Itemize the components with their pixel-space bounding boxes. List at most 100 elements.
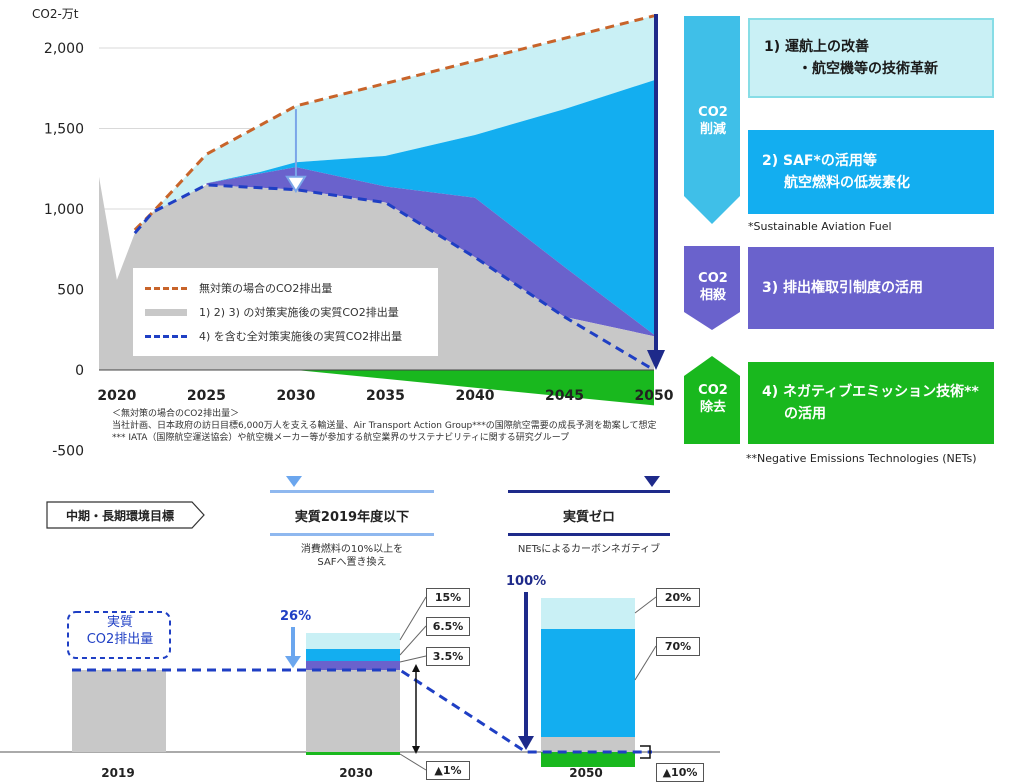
target-mid-bar-bottom [270, 533, 434, 536]
measure-3: 3) 排出権取引制度の活用 [748, 247, 994, 329]
x-tick-label: 2030 [276, 388, 315, 404]
category-label: 相殺 [699, 288, 726, 303]
note-iata: *** IATA（国際航空運送協会）や航空機メーカー等が参加する航空業界のサステ… [112, 433, 570, 443]
target-long-marker [644, 476, 660, 487]
target-long-bar-top [508, 490, 670, 493]
legend-swatch-navy [145, 334, 187, 338]
legend-label: 1) 2) 3) の対策実施後の実質CO2排出量 [199, 306, 399, 319]
category-remove: CO2 除去 [684, 382, 742, 416]
bracket-2050 [640, 745, 651, 759]
legend-swatch-gray [145, 308, 187, 316]
leader-line [634, 596, 657, 614]
pct-100: 100% [506, 574, 547, 589]
target-long-title: 実質ゼロ [562, 510, 615, 525]
chart-legend: 無対策の場合のCO2排出量 1) 2) 3) の対策実施後の実質CO2排出量 4… [133, 268, 438, 356]
bar-2030-ops [306, 633, 400, 649]
arrowhead-26 [285, 656, 301, 668]
measure-label: 航空燃料の低炭素化 [784, 175, 910, 191]
y-tick-label: 1,000 [44, 202, 84, 218]
category-reduce: CO2 削減 [684, 104, 742, 138]
bar-2050-removal [541, 752, 635, 767]
bar-2030-net [306, 670, 400, 752]
target-mid-marker [286, 476, 302, 487]
legend-item-measures-123: 1) 2) 3) の対策実施後の実質CO2排出量 [145, 304, 399, 320]
measure-label: の活用 [784, 406, 826, 422]
measure-label: ・航空機等の技術革新 [798, 61, 938, 77]
x-tick-label: 2020 [97, 388, 136, 404]
net-emission-label-line: CO2排出量 [86, 632, 154, 647]
pct-box-2030-2: 6.5% [426, 617, 470, 636]
bar-2050-net [541, 737, 635, 752]
x-tick-label: 2050 [635, 388, 674, 404]
bracket-2030-down [412, 746, 420, 754]
leader-line [399, 655, 427, 663]
year-2050: 2050 [569, 766, 603, 780]
measure-4: 4) ネガティブエミッション技術** の活用 [748, 362, 994, 444]
series-line-all-measures [133, 183, 655, 372]
net-emission-dashline [72, 668, 652, 754]
targets-label-text: 中期・長期環境目標 [65, 509, 174, 523]
leader-line [399, 625, 427, 656]
bar-2019 [72, 670, 166, 752]
year-2019: 2019 [101, 766, 135, 780]
series-line-no-measures [133, 14, 655, 231]
legend-item-all-measures: 4) を含む全対策実施後の実質CO2排出量 [145, 328, 402, 344]
bracket-2030-up [412, 664, 420, 672]
band-reduction-ops [134, 15, 654, 230]
band-removal [295, 370, 654, 406]
bar-2030-saf [306, 649, 400, 661]
category-arrow-offset [684, 246, 740, 330]
arrowhead-100 [518, 736, 534, 750]
legend-label: 無対策の場合のCO2排出量 [199, 282, 333, 295]
target-mid-sub-line: SAFへ置き換え [317, 557, 387, 568]
y-tick-label: 1,500 [44, 122, 84, 138]
y-axis-label: CO2-万t [32, 7, 79, 21]
y-tick-label: 500 [57, 283, 84, 299]
band-offset [206, 167, 654, 337]
target-mid-title: 実質2019年度以下 [294, 510, 410, 525]
measure-1: 1) 運航上の改善 ・航空機等の技術革新 [748, 18, 994, 98]
x-tick-label: 2045 [545, 388, 584, 404]
measure-label: 2) SAF*の活用等 [762, 153, 877, 169]
category-arrow-remove [684, 356, 740, 444]
pct-26: 26% [280, 609, 312, 624]
category-label: CO2 [698, 383, 728, 398]
footnote-nets: **Negative Emissions Technologies (NETs) [746, 452, 977, 465]
pct-box-2050-3: ▲10% [656, 763, 704, 782]
y-tick-label: 0 [75, 363, 84, 379]
pct-box-2030-1: 15% [426, 588, 470, 607]
target-long-sub: NETsによるカーボンネガティブ [517, 544, 661, 555]
x-tick-label: 2035 [366, 388, 405, 404]
pct-box-2050-2: 70% [656, 637, 700, 656]
measure-label: 4) ネガティブエミッション技術** [762, 384, 979, 400]
targets-chevron [46, 501, 205, 529]
footnote-saf: *Sustainable Aviation Fuel [748, 220, 892, 233]
leader-line [634, 645, 657, 681]
year-2030: 2030 [339, 766, 373, 780]
target-mid-sub-line: 消費燃料の10%以上を [300, 544, 404, 555]
target-mid-sub: 消費燃料の10%以上を SAFへ置き換え [270, 543, 434, 569]
category-label: CO2 [698, 105, 728, 120]
leader-line [399, 596, 427, 641]
y-tick-label: -500 [52, 444, 84, 460]
bar-2050-saf [541, 629, 635, 737]
bar-2030-removal [306, 752, 400, 755]
category-label: 削減 [699, 122, 726, 137]
net-emission-label: 実質 CO2排出量 [70, 614, 170, 648]
leader-line [399, 753, 427, 771]
target-mid-bar-top [270, 490, 434, 493]
reduction-arrowhead-2050 [647, 350, 665, 370]
legend-item-no-measures: 無対策の場合のCO2排出量 [145, 280, 332, 296]
category-label: 除去 [699, 400, 726, 415]
pct-box-2030-4: ▲1% [426, 761, 470, 780]
measure-2: 2) SAF*の活用等 航空燃料の低炭素化 [748, 130, 994, 214]
x-tick-label: 2025 [187, 388, 226, 404]
target-long-bar-bottom [508, 533, 670, 536]
net-emission-label-box [67, 611, 171, 659]
measure-label: 1) 運航上の改善 [764, 39, 870, 55]
category-offset: CO2 相殺 [684, 270, 742, 304]
reduction-arrowhead-2030 [285, 175, 307, 194]
category-arrow-reduce [684, 16, 740, 224]
bar-2030-offset [306, 661, 400, 670]
x-tick-label: 2040 [455, 388, 494, 404]
